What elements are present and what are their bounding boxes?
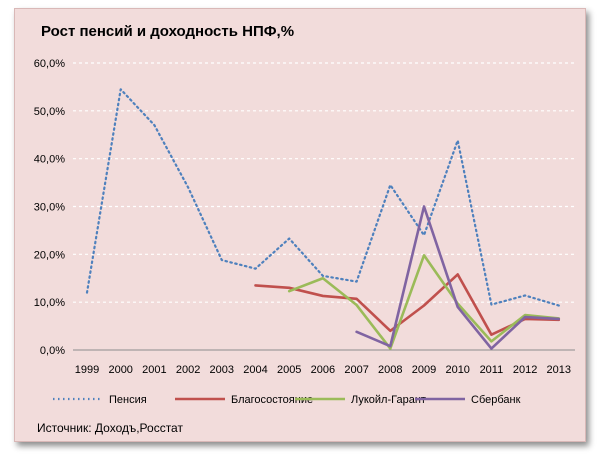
x-tick-label: 2007 [344, 364, 368, 376]
x-tick-label: 2009 [412, 364, 436, 376]
y-tick-label: 10,0% [34, 297, 65, 309]
series-line [355, 205, 561, 350]
legend-label: Сбербанк [471, 394, 521, 406]
y-tick-label: 20,0% [34, 249, 65, 261]
series-lines [85, 88, 561, 350]
y-tick-label: 40,0% [34, 154, 65, 166]
x-tick-label: 2011 [480, 364, 504, 376]
x-tick-label: 2003 [210, 364, 234, 376]
x-tick-label: 2004 [243, 364, 267, 376]
x-tick-label: 1999 [75, 364, 99, 376]
x-tick-label: 2005 [277, 364, 301, 376]
x-axis-ticks: 1999 2000 2001 2002 2003 2004 2005 2006 2007 2008… [75, 364, 571, 376]
y-axis-ticks: 0,0% 10,0% 20,0% 30,0% 40,0% 50,0% 60,0% [34, 58, 65, 357]
y-tick-label: 60,0% [34, 58, 65, 70]
legend: Пенсия Благосостояние Лукойл-Гарант Сбербан… [53, 394, 521, 406]
y-tick-label: 0,0% [40, 345, 65, 357]
x-tick-label: 2008 [378, 364, 402, 376]
chart-plot: 0,0% 10,0% 20,0% 30,0% 40,0% 50,0% 60,0% 1999 2… [34, 58, 575, 406]
x-tick-label: 2013 [547, 364, 571, 376]
grid-lines [73, 62, 575, 303]
series-line [287, 253, 561, 350]
x-tick-label: 2010 [445, 364, 469, 376]
series-line [85, 88, 560, 307]
legend-label: Благосостояние [231, 394, 313, 406]
y-tick-label: 50,0% [34, 106, 65, 118]
x-tick-label: 2012 [513, 364, 537, 376]
chart-title: Рост пенсий и доходность НПФ,% [41, 23, 295, 40]
legend-label: Лукойл-Гарант [351, 394, 426, 406]
legend-label: Пенсия [109, 394, 147, 406]
chart-source: Источник: Доходъ,Росстат [37, 421, 183, 435]
y-tick-label: 30,0% [34, 202, 65, 214]
x-tick-label: 2001 [142, 364, 166, 376]
x-tick-label: 2000 [108, 364, 132, 376]
chart-frame: 0,0% 10,0% 20,0% 30,0% 40,0% 50,0% 60,0% 1999 2… [14, 8, 586, 442]
x-tick-label: 2002 [176, 364, 200, 376]
x-tick-label: 2006 [311, 364, 335, 376]
